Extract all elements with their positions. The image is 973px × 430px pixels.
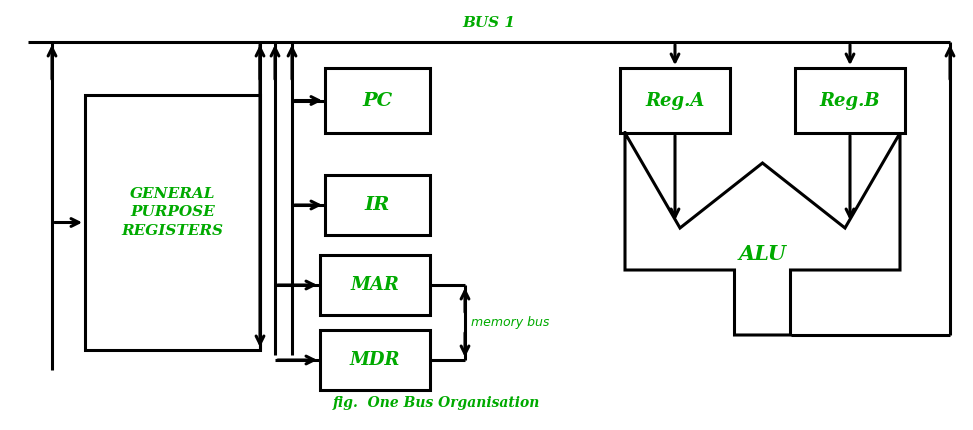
Bar	[85, 95, 260, 350]
Text: MDR: MDR	[349, 351, 400, 369]
Text: ALU: ALU	[739, 244, 786, 264]
Text: PC: PC	[362, 92, 392, 110]
Text: memory bus: memory bus	[471, 316, 550, 329]
Bar	[325, 68, 430, 133]
Text: IR: IR	[365, 196, 390, 214]
Text: MAR: MAR	[350, 276, 400, 294]
Bar	[325, 175, 430, 235]
Text: Reg.B: Reg.B	[819, 92, 881, 110]
Bar	[620, 68, 730, 133]
Text: Reg.A: Reg.A	[645, 92, 704, 110]
Bar	[320, 330, 430, 390]
Text: fig.  One Bus Organisation: fig. One Bus Organisation	[333, 396, 540, 410]
Text: GENERAL
PURPOSE
REGISTERS: GENERAL PURPOSE REGISTERS	[122, 187, 224, 238]
Bar	[320, 255, 430, 315]
Text: BUS 1: BUS 1	[462, 16, 516, 30]
Bar	[795, 68, 905, 133]
